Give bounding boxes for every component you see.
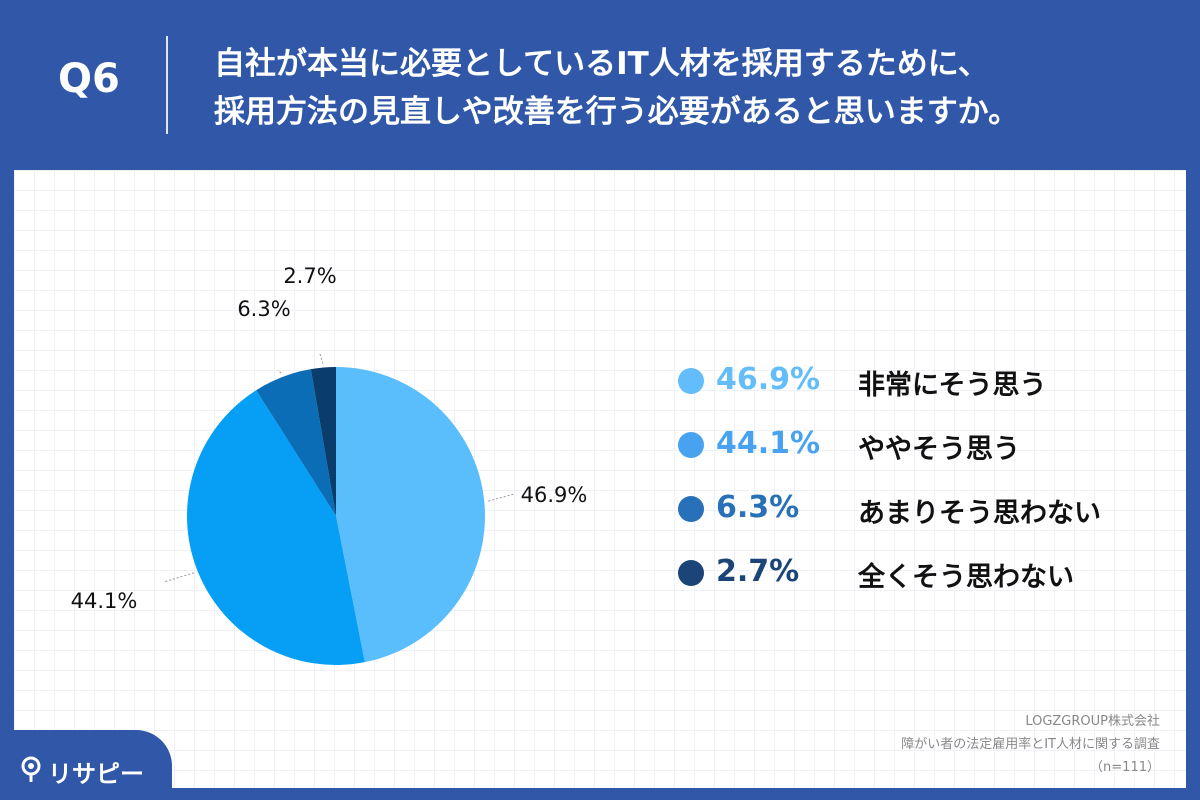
header-divider — [166, 36, 168, 134]
logo-text: リサピー — [48, 760, 144, 788]
pie-data-label: 6.3% — [237, 297, 290, 321]
leader-line — [319, 353, 324, 364]
legend-percent: 44.1% — [716, 426, 821, 461]
legend-label: ややそう思う — [858, 434, 1020, 465]
legend-percent: 6.3% — [716, 490, 800, 525]
leader-line — [488, 493, 515, 502]
pie-data-label: 46.9% — [521, 483, 588, 507]
source-note: LOGZGROUP株式会社 障がい者の法定雇用率とIT人材に関する調査 （n=1… — [901, 710, 1160, 779]
legend-percent: 46.9% — [716, 362, 821, 397]
source-company: LOGZGROUP株式会社 — [1025, 714, 1160, 729]
legend-dot-icon — [678, 432, 704, 458]
pie-slice — [310, 367, 336, 516]
legend-label: あまりそう思わない — [858, 498, 1101, 529]
map-pin-icon — [21, 756, 41, 782]
legend-label: 非常にそう思う — [858, 370, 1047, 401]
question-title-line-2: 採用方法の見直しや改善を行う必要があると思いますか。 — [214, 94, 1020, 130]
question-title-line-1: 自社が本当に必要としているIT人材を採用するために、 — [214, 46, 989, 82]
pie-data-label: 2.7% — [283, 264, 336, 288]
legend-label: 全くそう思わない — [858, 562, 1074, 593]
legend-percent: 2.7% — [716, 554, 800, 589]
pie-chart: 46.9% 44.1% 6.3% 2.7% — [71, 264, 588, 665]
brand-logo: リサピー — [0, 730, 172, 800]
leader-line — [163, 572, 195, 583]
chart-panel: 46.9% 44.1% 6.3% 2.7% 46.9% 非常にそう思う 44.1% や… — [14, 170, 1186, 788]
legend-dot-icon — [678, 496, 704, 522]
leader-line — [277, 369, 282, 374]
pie-data-label: 44.1% — [71, 589, 138, 613]
pie-slice — [187, 390, 365, 665]
legend-dot-icon — [678, 560, 704, 586]
source-sample-size: （n=111） — [1090, 760, 1160, 775]
legend-dot-icon — [678, 368, 704, 394]
question-title: 自社が本当に必要としているIT人材を採用するために、 採用方法の見直しや改善を行… — [214, 40, 1174, 136]
source-survey: 障がい者の法定雇用率とIT人材に関する調査 — [901, 737, 1160, 752]
pie-slice — [256, 369, 336, 516]
pie-slice — [336, 367, 486, 663]
question-header: Q6 自社が本当に必要としているIT人材を採用するために、 採用方法の見直しや改… — [0, 0, 1200, 170]
question-number: Q6 — [58, 56, 120, 102]
